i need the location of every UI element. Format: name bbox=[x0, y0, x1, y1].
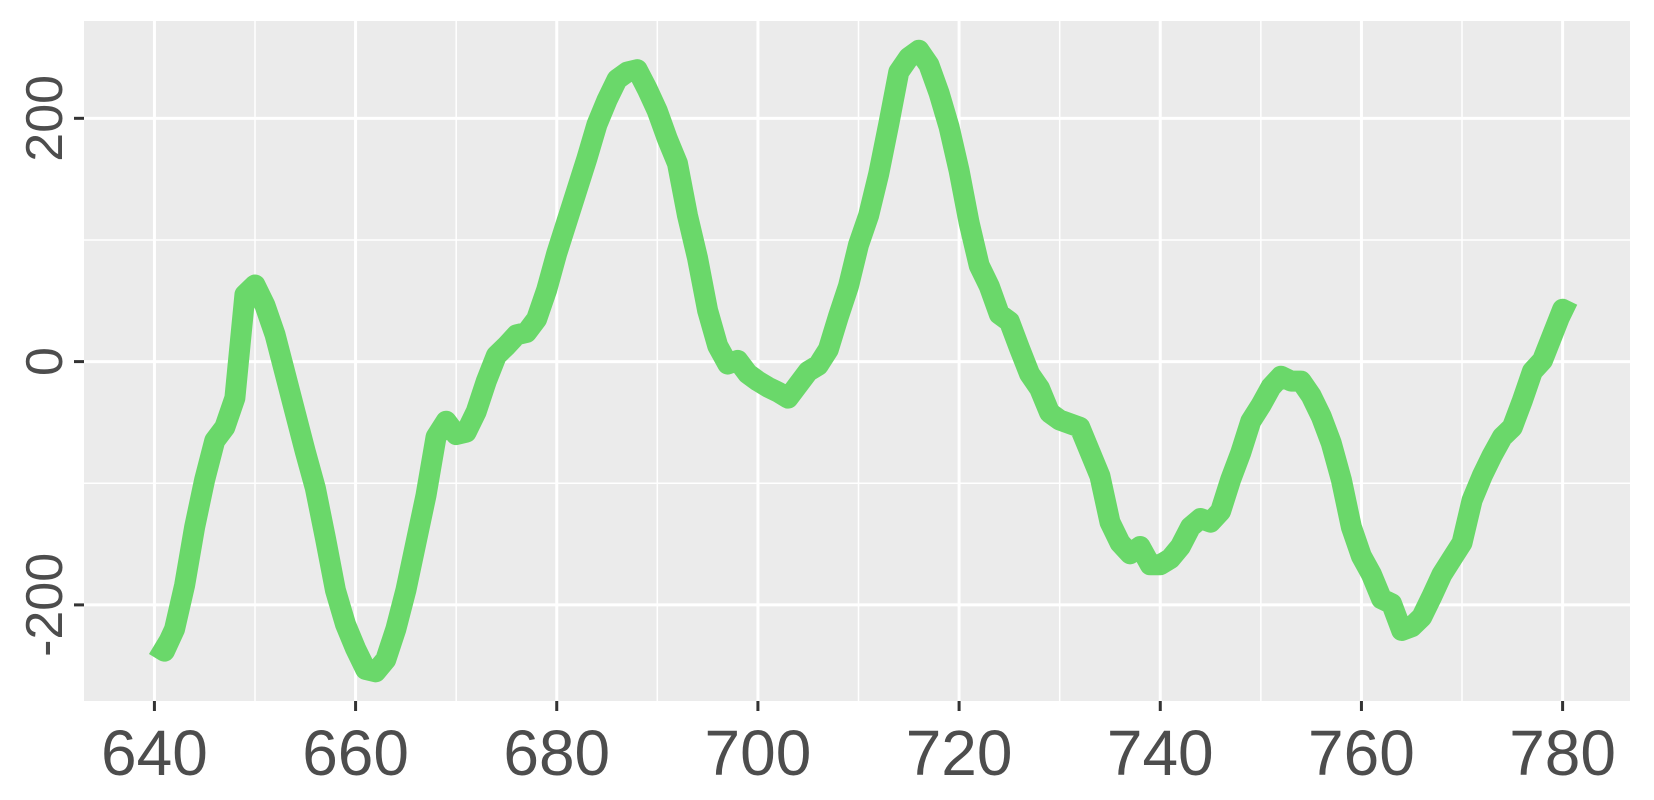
x-tick-label: 740 bbox=[1107, 717, 1214, 789]
y-tick-label: 0 bbox=[16, 347, 74, 376]
x-tick-label: 660 bbox=[302, 717, 409, 789]
y-tick-label: 200 bbox=[16, 75, 74, 162]
x-tick-label: 780 bbox=[1509, 717, 1616, 789]
x-tick-label: 680 bbox=[503, 717, 610, 789]
data-line bbox=[148, 39, 1578, 683]
x-tick-label: 760 bbox=[1308, 717, 1415, 789]
y-tick-label: -200 bbox=[16, 553, 74, 657]
x-tick-label: 700 bbox=[705, 717, 812, 789]
x-tick-label: 720 bbox=[906, 717, 1013, 789]
x-tick-label: 640 bbox=[101, 717, 208, 789]
